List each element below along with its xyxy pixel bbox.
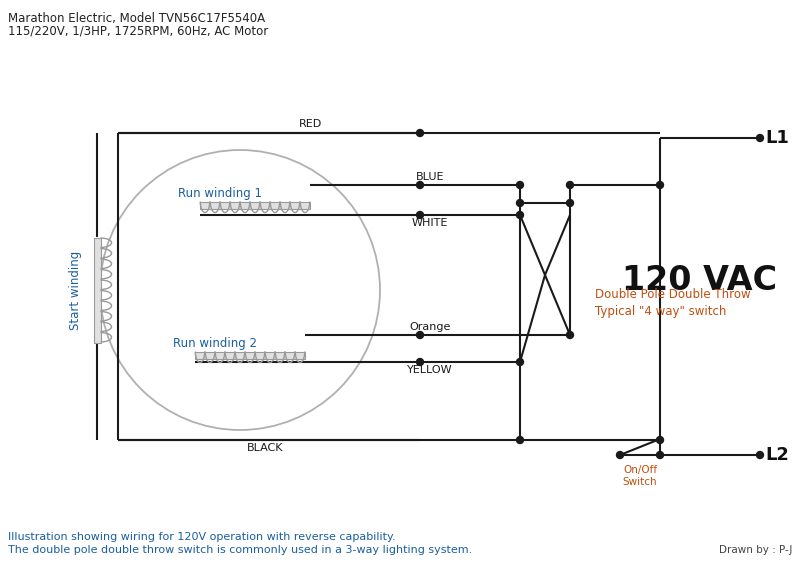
Circle shape [417,332,423,338]
Text: WHITE: WHITE [412,218,448,228]
Circle shape [617,452,623,458]
Text: BLUE: BLUE [416,172,444,182]
Circle shape [657,181,663,189]
Bar [195,351,305,359]
Text: L1: L1 [765,129,789,147]
Text: Illustration showing wiring for 120V operation with reverse capability.: Illustration showing wiring for 120V ope… [8,532,396,542]
Circle shape [417,212,423,218]
Text: Typical "4 way" switch: Typical "4 way" switch [595,306,726,319]
Circle shape [517,359,523,365]
Text: Orange: Orange [410,322,450,332]
Text: Run winding 2: Run winding 2 [173,337,257,350]
Text: YELLOW: YELLOW [407,365,453,375]
Text: 115/220V, 1/3HP, 1725RPM, 60Hz, AC Motor: 115/220V, 1/3HP, 1725RPM, 60Hz, AC Motor [8,25,268,38]
Text: L2: L2 [765,446,789,464]
Circle shape [517,181,523,189]
Text: Marathon Electric, Model TVN56C17F5540A: Marathon Electric, Model TVN56C17F5540A [8,12,265,25]
Text: BLACK: BLACK [246,443,283,453]
Circle shape [566,332,574,338]
Circle shape [757,452,763,458]
Circle shape [657,436,663,444]
Text: The double pole double throw switch is commonly used in a 3-way lighting system.: The double pole double throw switch is c… [8,545,472,555]
Text: Drawn by : P-J: Drawn by : P-J [718,545,792,555]
Text: Double Pole Double Throw: Double Pole Double Throw [595,288,750,302]
Circle shape [417,359,423,365]
Circle shape [566,199,574,207]
Circle shape [517,436,523,444]
Text: On/Off: On/Off [623,465,657,475]
Circle shape [517,199,523,207]
Circle shape [757,135,763,141]
Text: Run winding 1: Run winding 1 [178,187,262,200]
Circle shape [657,452,663,458]
Circle shape [566,181,574,189]
Circle shape [517,212,523,218]
Text: Start winding: Start winding [69,251,82,329]
Circle shape [417,129,423,136]
Text: RED: RED [298,119,322,129]
Bar [94,238,101,342]
Bar [200,202,310,208]
Text: 120 VAC: 120 VAC [622,263,778,297]
Circle shape [417,181,423,189]
Text: Switch: Switch [622,477,658,487]
